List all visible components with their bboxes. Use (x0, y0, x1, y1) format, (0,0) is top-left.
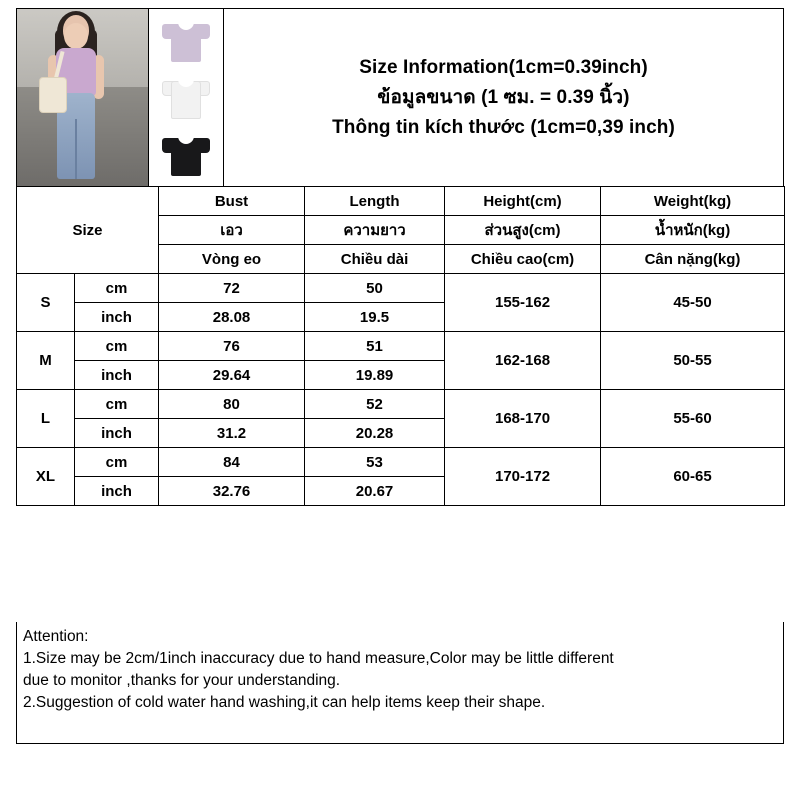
cell-weight-xl: 60-65 (600, 447, 786, 506)
shirt-icon (162, 74, 210, 120)
row-unit-cm-l: cm (73, 389, 160, 419)
header-bust-th: เอว (158, 215, 306, 245)
row-size-label-s: S (16, 273, 75, 332)
title-line-en: Size Information(1cm=0.39inch) (359, 56, 648, 78)
row-unit-cm-xl: cm (73, 447, 160, 477)
row-unit-inch-xl: inch (73, 476, 160, 506)
header-length-th: ความยาว (304, 215, 446, 245)
cell-height-m: 162-168 (444, 331, 602, 390)
header-length-vi: Chiều dài (304, 244, 446, 274)
cell-length-cm-xl: 53 (304, 447, 446, 477)
color-swatch-column (149, 9, 224, 186)
cell-length-inch-l: 20.28 (304, 418, 446, 448)
cell-weight-l: 55-60 (600, 389, 786, 448)
row-unit-inch-m: inch (73, 360, 160, 390)
header-weight-en: Weight(kg) (600, 186, 786, 216)
size-header-cell: Size (15, 186, 160, 274)
cell-weight-s: 45-50 (600, 273, 786, 332)
cell-length-inch-s: 19.5 (304, 302, 446, 332)
table-row: S cm 72 50 155-162 45-50 (16, 273, 786, 332)
purple-top-swatch (154, 11, 218, 68)
cell-bust-cm-s: 72 (158, 273, 306, 303)
row-unit-cm-s: cm (73, 273, 160, 303)
table-row: inch 28.08 19.5 (17, 302, 785, 332)
table-header-row-3: Vòng eo Chiều dài Chiều cao(cm) Cân nặng… (17, 244, 786, 274)
cell-length-cm-m: 51 (304, 331, 446, 361)
title-line-th: ข้อมูลขนาด (1 ซม. = 0.39 นิ้ว) (377, 86, 630, 108)
row-unit-inch-s: inch (73, 302, 160, 332)
model-photo (17, 9, 149, 186)
header-bust-vi: Vòng eo (158, 244, 306, 274)
table-row: inch 32.76 20.67 (17, 476, 785, 506)
cell-bust-cm-m: 76 (158, 331, 306, 361)
attention-block: Attention: 1.Size may be 2cm/1inch inacc… (16, 622, 784, 744)
cell-bust-cm-l: 80 (158, 389, 306, 419)
header-weight-vi: Cân nặng(kg) (600, 244, 786, 274)
title-line-vi: Thông tin kích thước (1cm=0,39 inch) (332, 116, 675, 138)
table-row: inch 29.64 19.89 (17, 360, 785, 390)
attention-line-3: 2.Suggestion of cold water hand washing,… (23, 694, 546, 711)
header-height-en: Height(cm) (444, 186, 602, 216)
header-height-vi: Chiều cao(cm) (444, 244, 602, 274)
model-jeans-seam (75, 119, 77, 179)
cell-length-inch-xl: 20.67 (304, 476, 446, 506)
header-bust-en: Bust (158, 186, 306, 216)
attention-line-1: 1.Size may be 2cm/1inch inaccuracy due t… (23, 650, 614, 667)
cell-length-inch-m: 19.89 (304, 360, 446, 390)
cell-height-xl: 170-172 (444, 447, 602, 506)
table-header-row-1: Size Bust Length Height(cm) Weight(kg) (15, 186, 786, 274)
attention-line-2: due to monitor ,thanks for your understa… (23, 672, 341, 689)
model-face (64, 23, 88, 49)
row-size-label-m: M (16, 331, 75, 390)
row-unit-inch-l: inch (73, 418, 160, 448)
row-size-label-xl: XL (16, 447, 75, 506)
shirt-icon (162, 17, 210, 63)
white-top-swatch (154, 68, 218, 125)
table-row: inch 31.2 20.28 (17, 418, 785, 448)
row-unit-cm-m: cm (73, 331, 160, 361)
model-bag (39, 77, 67, 113)
cell-height-s: 155-162 (444, 273, 602, 332)
cell-bust-inch-m: 29.64 (158, 360, 306, 390)
header-weight-th: น้ำหนัก(kg) (600, 215, 786, 245)
table-row: L cm 80 52 168-170 55-60 (16, 389, 786, 448)
cell-bust-inch-xl: 32.76 (158, 476, 306, 506)
shirt-icon (162, 131, 210, 177)
title-block: Size Information(1cm=0.39inch) ข้อมูลขนา… (224, 9, 783, 186)
size-table: Size Bust Length Height(cm) Weight(kg) เ… (15, 186, 786, 506)
attention-heading: Attention: (23, 628, 89, 645)
header-length-en: Length (304, 186, 446, 216)
photo-model-figure (39, 11, 109, 186)
table-row: XL cm 84 53 170-172 60-65 (16, 447, 786, 506)
header-height-th: ส่วนสูง(cm) (444, 215, 602, 245)
cell-length-cm-s: 50 (304, 273, 446, 303)
cell-height-l: 168-170 (444, 389, 602, 448)
black-top-swatch (154, 125, 218, 182)
cell-bust-cm-xl: 84 (158, 447, 306, 477)
cell-bust-inch-l: 31.2 (158, 418, 306, 448)
cell-bust-inch-s: 28.08 (158, 302, 306, 332)
row-size-label-l: L (16, 389, 75, 448)
model-arm-right (93, 55, 104, 99)
header-banner: Size Information(1cm=0.39inch) ข้อมูลขนา… (16, 8, 784, 186)
cell-length-cm-l: 52 (304, 389, 446, 419)
cell-weight-m: 50-55 (600, 331, 786, 390)
table-row: M cm 76 51 162-168 50-55 (16, 331, 786, 390)
